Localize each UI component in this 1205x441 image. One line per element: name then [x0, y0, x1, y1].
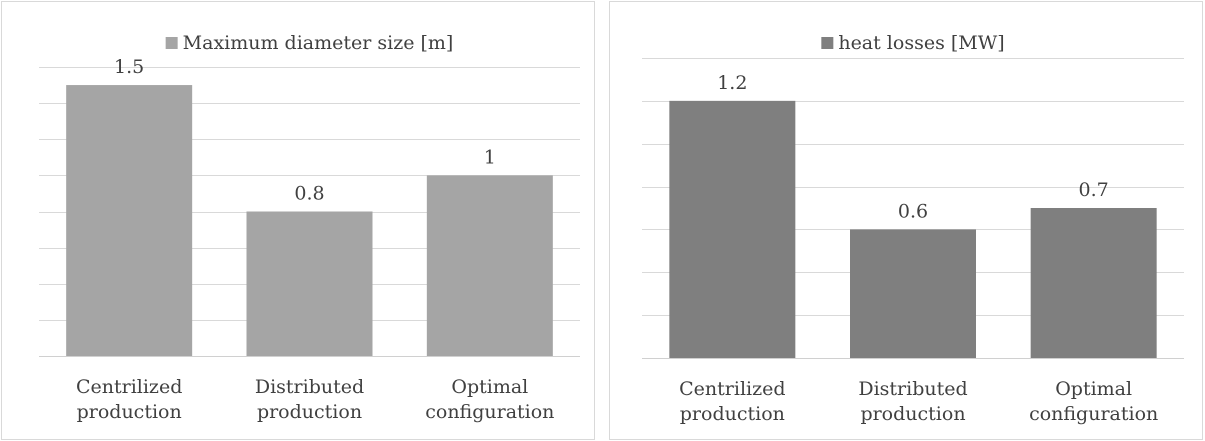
bar-diameter-2 [246, 211, 373, 356]
bar-heat-losses-2 [850, 229, 976, 358]
legend-swatch [165, 37, 178, 49]
value-label-diameter-3: 1 [484, 146, 496, 168]
bar-diameter-3 [426, 175, 553, 356]
value-label-diameter-2: 0.8 [294, 183, 324, 205]
category-label-heat-losses-3: Optimal configuration [1029, 378, 1158, 425]
bar-diameter-1 [66, 85, 193, 356]
chart-panel-heat-losses: heat losses [MW] 1.2 Centrilized production… [609, 1, 1203, 440]
value-label-diameter-1: 1.5 [114, 56, 144, 78]
legend: heat losses [MW] [821, 32, 1005, 54]
bar-chart-diameter: Maximum diameter size [m] 1.5 Centrilized p… [39, 32, 580, 423]
category-label-diameter-3: Optimal configuration [425, 376, 554, 423]
legend-swatch [821, 37, 834, 49]
legend-label: Maximum diameter size [m] [183, 32, 454, 54]
category-label-diameter-1: Centrilized production [76, 376, 182, 423]
chart-panel-diameter: Maximum diameter size [m] 1.5 Centrilized p… [1, 1, 595, 440]
value-label-heat-losses-3: 0.7 [1079, 179, 1109, 201]
category-label-diameter-2: Distributed production [255, 376, 364, 423]
legend: Maximum diameter size [m] [165, 32, 454, 54]
bar-heat-losses-3 [1030, 208, 1157, 358]
bar-heat-losses-1 [669, 100, 796, 358]
category-label-heat-losses-2: Distributed production [858, 378, 967, 425]
value-label-heat-losses-2: 0.6 [898, 200, 928, 222]
value-label-heat-losses-1: 1.2 [717, 72, 747, 94]
category-label-heat-losses-1: Centrilized production [679, 378, 785, 425]
legend-label: heat losses [MW] [838, 32, 1004, 54]
bar-chart-heat-losses: heat losses [MW] 1.2 Centrilized production… [642, 32, 1184, 425]
